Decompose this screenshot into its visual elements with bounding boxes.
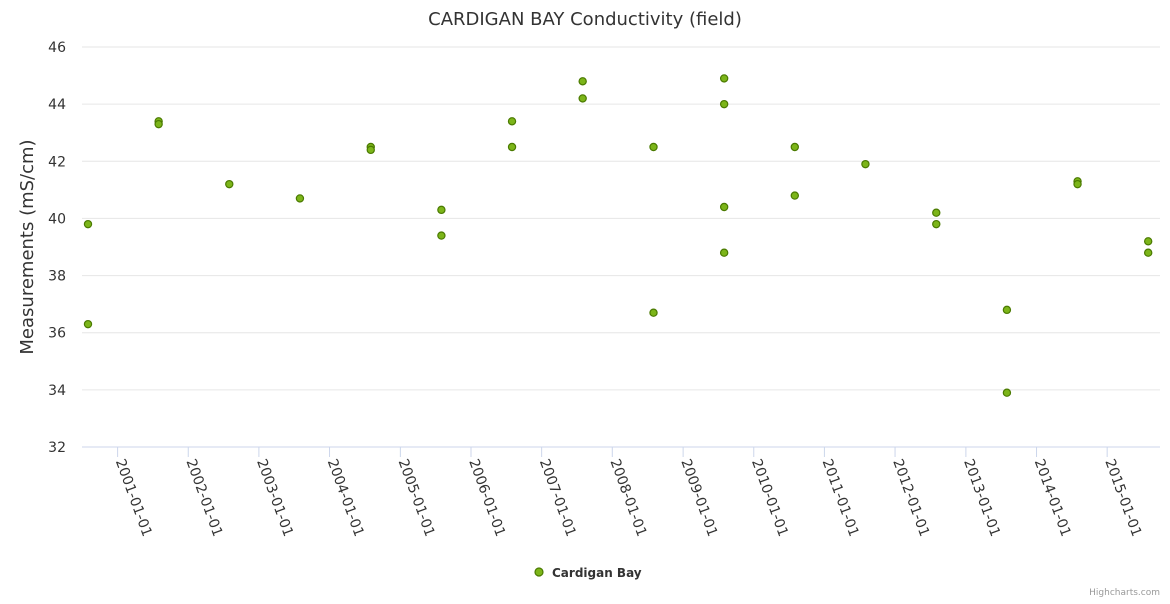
- data-point[interactable]: [366, 145, 375, 155]
- data-point[interactable]: [507, 117, 517, 126]
- data-point[interactable]: [1002, 388, 1012, 397]
- data-point[interactable]: [861, 159, 870, 169]
- data-point[interactable]: [154, 119, 163, 129]
- data-point[interactable]: [719, 99, 729, 109]
- y-axis-title: Measurements (mS/cm): [17, 139, 38, 354]
- legend-item-cardigan-bay[interactable]: Cardigan Bay: [552, 566, 642, 580]
- chart-title: CARDIGAN BAY Conductivity (field): [428, 9, 742, 30]
- data-point[interactable]: [578, 77, 587, 86]
- data-point[interactable]: [790, 142, 799, 152]
- data-point[interactable]: [507, 142, 517, 152]
- data-point[interactable]: [83, 219, 93, 229]
- y-tick-label: 42: [48, 154, 66, 170]
- series-points[interactable]: [83, 74, 1153, 397]
- data-point[interactable]: [932, 208, 941, 217]
- data-point[interactable]: [225, 179, 234, 189]
- data-point[interactable]: [649, 308, 658, 317]
- data-point[interactable]: [1073, 179, 1082, 189]
- data-point[interactable]: [719, 202, 729, 212]
- credits-link[interactable]: Highcharts.com: [1089, 588, 1160, 598]
- data-point[interactable]: [719, 248, 729, 257]
- y-tick-label: 46: [48, 40, 66, 56]
- y-tick-label: 40: [48, 211, 66, 227]
- data-point[interactable]: [790, 191, 799, 200]
- data-point[interactable]: [578, 94, 587, 103]
- data-point[interactable]: [83, 319, 93, 329]
- data-point[interactable]: [437, 205, 446, 215]
- legend[interactable]: Cardigan Bay: [534, 566, 642, 580]
- data-point[interactable]: [932, 219, 941, 229]
- legend-marker-icon[interactable]: [534, 567, 544, 577]
- y-axis: 32 34 36 38 40 42 44 46: [48, 40, 66, 456]
- y-tick-label: 44: [48, 97, 66, 113]
- data-point[interactable]: [1143, 237, 1153, 246]
- y-tick-label: 34: [48, 383, 66, 399]
- y-tick-label: 36: [48, 326, 66, 342]
- y-gridlines: [82, 46, 1160, 448]
- data-point[interactable]: [1143, 248, 1153, 257]
- data-point[interactable]: [649, 142, 658, 152]
- data-point[interactable]: [719, 74, 729, 83]
- data-point[interactable]: [1002, 305, 1012, 315]
- y-tick-label: 38: [48, 269, 66, 285]
- data-point[interactable]: [437, 231, 446, 240]
- data-point[interactable]: [295, 194, 305, 203]
- y-tick-label: 32: [48, 440, 66, 456]
